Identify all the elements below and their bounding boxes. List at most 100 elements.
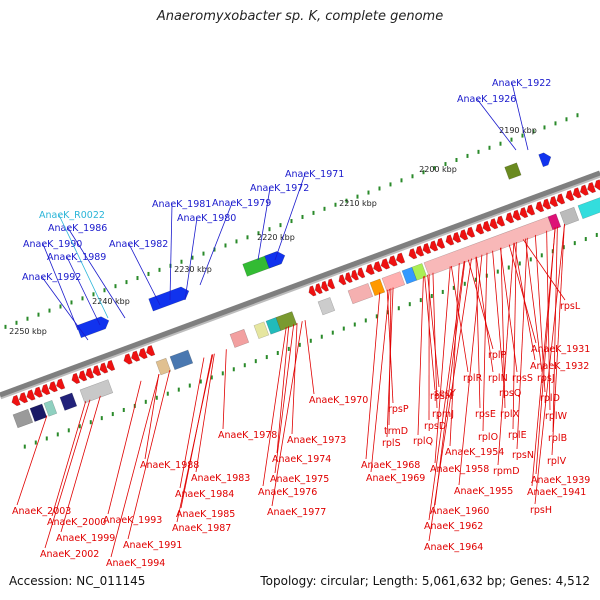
red-gene-arrow-shape <box>78 370 88 382</box>
gene-label-rpmj-leader <box>432 272 438 409</box>
red-gene-arrow <box>18 392 29 404</box>
tick-mark <box>224 243 227 248</box>
tick-mark <box>397 306 400 311</box>
feature-box <box>169 349 194 371</box>
forward-gene-shape <box>538 152 552 168</box>
tick-mark <box>595 232 598 237</box>
tick-mark <box>180 259 183 264</box>
gene-label-anaek-1931: AnaeK_1931 <box>531 344 590 355</box>
gene-label-anaek-1958: AnaeK_1958 <box>430 464 489 475</box>
topology-label: Topology: circular; Length: 5,061,632 bp… <box>260 574 590 588</box>
gene-label-anaek-1987-leader <box>176 354 214 523</box>
gene-label-secy: secY <box>434 388 456 399</box>
red-gene-arrow-shape <box>408 248 418 260</box>
tick-mark <box>199 379 202 384</box>
gene-label-anaek-1970-leader <box>304 320 315 395</box>
gene-label-rpsh-leader <box>534 224 565 505</box>
gene-label-rplb: rplB <box>548 433 567 444</box>
kbp-tick-label: 2240 kbp <box>92 297 130 306</box>
tick-mark <box>540 253 543 258</box>
feature-box <box>381 271 406 292</box>
gene-label-anaek-1991: AnaeK_1991 <box>123 540 182 551</box>
red-gene-arrow <box>445 234 455 246</box>
tick-mark <box>518 261 521 266</box>
red-gene-arrow <box>380 258 391 270</box>
backbone-line <box>0 170 600 398</box>
gene-label-rpls-leader <box>386 287 394 438</box>
forward-gene-shape <box>76 316 110 339</box>
red-gene-arrow <box>146 345 156 357</box>
red-gene-arrow <box>41 383 51 396</box>
red-gene-arrow-shape <box>106 359 116 371</box>
red-gene-arrow <box>587 181 597 194</box>
red-gene-arrow-shape <box>123 353 133 365</box>
gene-label-anaek-1955-leader <box>458 254 483 486</box>
red-gene-arrow-shape <box>422 242 432 255</box>
tick-mark <box>45 436 48 441</box>
forward-gene <box>76 316 110 339</box>
tick-mark <box>584 237 587 242</box>
gene-label-trmd: trmD <box>384 426 408 437</box>
red-gene-arrow-shape <box>338 274 347 286</box>
tick-mark <box>287 346 290 351</box>
feature-box-shape <box>577 194 600 220</box>
red-gene-arrow <box>314 283 323 295</box>
tick-mark <box>243 363 246 368</box>
gene-label-anaek-1971-leader <box>274 173 306 261</box>
tick-mark <box>477 149 480 154</box>
red-gene-arrow <box>526 204 536 216</box>
forward-gene <box>264 251 286 269</box>
red-gene-arrow-shape <box>459 229 469 241</box>
red-gene-arrow-shape <box>587 181 597 194</box>
red-gene-arrow-shape <box>41 383 51 396</box>
tick-mark <box>532 129 535 134</box>
gene-label-rpsm: rpsM <box>430 391 453 402</box>
tick-mark <box>56 432 59 437</box>
red-gene-arrow-shape <box>373 260 383 273</box>
tick-mark <box>81 296 84 301</box>
tick-mark <box>298 342 301 347</box>
red-gene-arrow-shape <box>429 240 439 252</box>
gene-label-rpsl: rpsL <box>560 301 581 312</box>
gene-label-anaek-1964: AnaeK_1964 <box>424 542 483 553</box>
tick-mark <box>202 251 205 256</box>
feature-box <box>423 216 554 277</box>
gene-label-rpsq-leader <box>492 250 505 388</box>
gene-label-anaek-1986: AnaeK_1986 <box>48 223 107 234</box>
gene-label-rpsq: rpsQ <box>499 388 521 399</box>
gene-label-anaek-1992-leader <box>41 276 89 341</box>
tick-mark <box>389 182 392 187</box>
red-gene-arrow-shape <box>92 365 102 377</box>
red-gene-arrow <box>26 389 36 401</box>
feature-box-shape <box>43 399 58 417</box>
tick-mark <box>323 206 326 211</box>
tick-mark <box>309 338 312 343</box>
gene-label-rpsh: rpsH <box>530 505 552 516</box>
tick-mark <box>463 281 466 286</box>
map-title: Anaeromyxobacter sp. K, complete genome <box>156 9 444 24</box>
red-gene-arrow <box>489 218 499 230</box>
gene-label-anaek-1993-leader <box>107 380 142 515</box>
feature-box <box>559 206 580 226</box>
red-gene-arrow-shape <box>99 362 109 374</box>
red-gene-arrow <box>78 370 88 382</box>
gene-label-rplw-leader <box>546 230 551 411</box>
gene-label-anaek-1932: AnaeK_1932 <box>530 361 589 372</box>
red-gene-arrow-shape <box>565 189 575 202</box>
tick-mark <box>312 210 315 215</box>
tick-mark <box>356 194 359 199</box>
red-gene-arrow-shape <box>71 372 81 384</box>
gene-label-anaek-1979-leader <box>199 202 233 286</box>
tick-mark <box>375 314 378 319</box>
feature-box <box>43 399 58 417</box>
gene-label-rpsj: rpsJ <box>537 373 555 384</box>
gene-label-rpln-leader <box>475 256 494 373</box>
gene-label-rplv-leader <box>551 224 565 456</box>
tick-mark <box>444 162 447 167</box>
red-gene-arrow-shape <box>489 218 499 230</box>
tick-mark <box>100 416 103 421</box>
feature-box-shape <box>381 271 406 292</box>
gene-label-rpsd: rpsD <box>424 421 446 432</box>
